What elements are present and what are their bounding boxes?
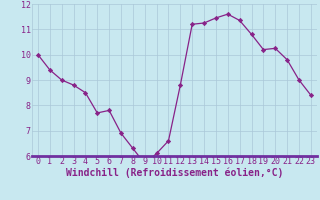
X-axis label: Windchill (Refroidissement éolien,°C): Windchill (Refroidissement éolien,°C) [66,168,283,178]
